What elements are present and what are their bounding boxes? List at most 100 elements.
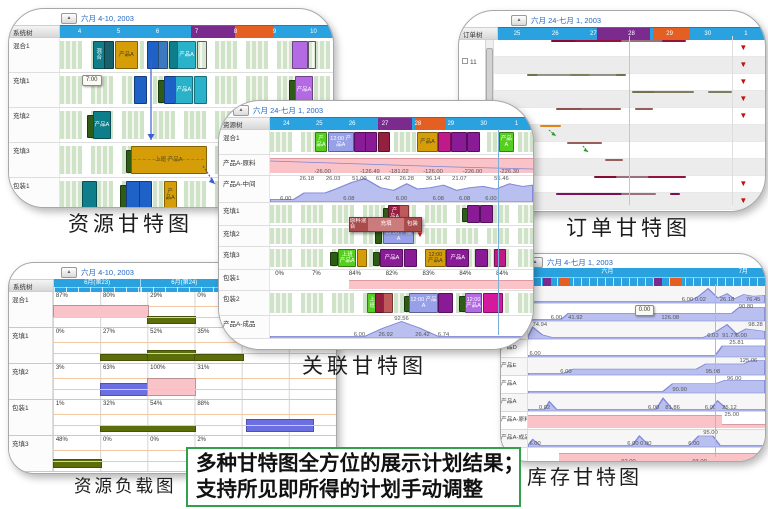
due-date-marker[interactable]: ▼ <box>739 43 748 52</box>
load-grid-lane[interactable]: 1% 32% 54% 88% <box>53 400 336 435</box>
task-bar[interactable] <box>621 193 656 195</box>
task-bar[interactable] <box>438 293 454 313</box>
task-bar[interactable]: 充填 <box>580 108 621 110</box>
time-scale[interactable]: 24 25 26 27 28 29 30 1 <box>270 117 533 130</box>
task-bar[interactable] <box>451 132 467 152</box>
gantt-lane[interactable]: 92.56 6.00 26.92 26.42 6.74 <box>270 316 533 338</box>
task-bar[interactable] <box>364 132 378 152</box>
gantt-lane[interactable]: -26.00 -126.49 -181.02 -126.00 -226.00 -226.3… <box>270 155 533 175</box>
task-bar[interactable]: 混合 <box>540 125 562 127</box>
load-bar[interactable] <box>147 350 197 361</box>
scale-button-icon[interactable]: ▲ <box>233 104 249 116</box>
week-header[interactable]: 6月(第23) <box>54 279 142 292</box>
task-bar[interactable] <box>483 293 504 313</box>
task-bar[interactable] <box>383 293 393 313</box>
task-bar[interactable]: 12:00 产品A <box>425 248 446 268</box>
gantt-lane[interactable]: 产品A 产品A 7:00 <box>60 73 333 107</box>
time-scale[interactable]: 4 5 6 7 8 9 10 <box>60 25 333 38</box>
task-bar[interactable] <box>375 230 383 244</box>
task-bar[interactable] <box>588 74 618 76</box>
task-bar[interactable]: 充填 <box>653 91 694 93</box>
task-bar[interactable] <box>493 248 507 268</box>
load-grid-lane[interactable]: 3% 63% 100% 31% <box>53 364 336 399</box>
inventory-lane[interactable]: 6.00 6.00 0.00 6.00 95.00 <box>528 430 765 447</box>
inventory-lane[interactable]: 25.00 <box>528 412 765 429</box>
dragged-task-preview[interactable]: 原料混合 充填 包装 ▼ <box>348 216 424 238</box>
gantt-lane[interactable]: 产品A原料混合充填包装▼ <box>270 203 533 238</box>
inventory-lane[interactable]: -92.00 -93.00 <box>528 448 765 461</box>
task-bar[interactable] <box>330 251 338 267</box>
inventory-lane[interactable]: 90.90 96.00 <box>528 376 765 393</box>
scale-button-icon[interactable]: ▲ <box>511 14 527 26</box>
inventory-lane[interactable]: 0.02 6.00 81.86 6.00 25.12 <box>528 394 765 411</box>
due-date-marker[interactable]: ▼ <box>739 196 748 205</box>
task-bar[interactable] <box>308 41 316 69</box>
task-bar[interactable]: 充填 <box>648 176 667 178</box>
month-scale[interactable]: 六月 7月 <box>501 268 765 277</box>
load-bar[interactable] <box>194 353 244 361</box>
task-bar[interactable]: 上班 产品A <box>338 248 357 268</box>
gantt-lane[interactable]: 产品A 12:00 产品A 产品A 产品A <box>270 130 533 154</box>
task-bar[interactable] <box>193 76 207 104</box>
task-bar[interactable]: 包装 <box>664 176 686 178</box>
due-date-marker[interactable]: ▼ <box>739 179 748 188</box>
time-scale[interactable]: 25 26 27 28 29 30 1 <box>498 27 765 40</box>
task-bar[interactable] <box>196 41 207 69</box>
gantt-lane[interactable]: 混合 产品A 产品A <box>60 38 333 72</box>
task-bar[interactable]: 包装 <box>708 91 732 93</box>
due-date-marker[interactable]: ▼ <box>739 77 748 86</box>
task-bar[interactable]: 产品A <box>314 132 328 152</box>
load-bar[interactable] <box>100 424 197 433</box>
task-bar[interactable]: 原料混合 <box>556 108 583 110</box>
load-bar[interactable] <box>100 383 150 396</box>
task-bar[interactable] <box>480 204 493 224</box>
inventory-lane[interactable]: 74.94 6.00 91.77 6.00 98.28 <box>528 322 765 339</box>
task-bar[interactable] <box>103 41 114 69</box>
task-bar[interactable] <box>475 248 488 268</box>
scale-button-icon[interactable]: ▲ <box>61 266 77 278</box>
gantt-lane[interactable]: 上班 产品A 产品A 12:00 产品A 产品A <box>270 247 533 269</box>
task-bar[interactable] <box>594 176 618 178</box>
task-bar[interactable]: 原料混合 <box>632 91 656 93</box>
task-bar[interactable]: 12:00 产品A <box>327 132 354 152</box>
order-tree-item[interactable]: 11 <box>462 58 477 66</box>
task-bar[interactable]: 产品A <box>114 41 139 69</box>
task-bar[interactable] <box>438 132 451 152</box>
task-bar[interactable]: 产品A <box>163 181 177 207</box>
task-bar[interactable] <box>467 132 480 152</box>
task-bar[interactable]: 包装 <box>634 108 654 110</box>
task-bar[interactable] <box>81 181 98 207</box>
task-bar[interactable] <box>615 176 651 178</box>
task-bar[interactable]: 产品A <box>498 132 514 152</box>
load-bar[interactable] <box>147 316 197 325</box>
task-bar[interactable] <box>615 74 627 76</box>
inventory-lane[interactable]: 6.00 95.98 125.06 <box>528 358 765 375</box>
scale-button-icon[interactable]: ▲ <box>61 12 77 24</box>
task-bar[interactable] <box>670 193 681 195</box>
due-date-marker[interactable]: ▼ <box>739 111 748 120</box>
week-header[interactable]: 6月(第24) <box>141 279 229 292</box>
task-bar[interactable] <box>292 41 308 69</box>
task-bar[interactable]: 包装 <box>605 159 624 161</box>
task-bar[interactable]: 12:00 产品A <box>464 293 483 313</box>
task-bar[interactable] <box>356 248 367 268</box>
gantt-lane[interactable]: 0% 7% 84% 82% 83% 84% 84% <box>270 270 533 290</box>
task-bar[interactable] <box>133 76 147 104</box>
task-bar[interactable]: 产品A <box>177 41 196 69</box>
task-bar[interactable] <box>621 40 664 42</box>
task-bar[interactable]: 产品A <box>380 248 404 268</box>
load-bar[interactable] <box>100 353 150 361</box>
due-date-marker[interactable]: ▼ <box>739 60 748 69</box>
task-bar[interactable]: 充填 <box>575 40 624 42</box>
task-bar[interactable] <box>158 41 169 69</box>
load-bar[interactable] <box>147 377 197 397</box>
task-bar[interactable] <box>537 74 572 76</box>
task-bar[interactable]: 原料混合 <box>550 40 578 42</box>
gantt-lane[interactable]: 上班 12:00 产品A 12:00 产品A <box>270 291 533 315</box>
task-bar[interactable]: 充填 产品A <box>567 142 602 144</box>
due-date-marker[interactable]: ▼ <box>739 94 748 103</box>
task-bar[interactable]: 产品A <box>174 76 194 104</box>
gantt-lane[interactable]: 26.18 26.03 51.00 61.42 26.28 36.14 21.07 55.46… <box>270 176 533 202</box>
task-bar[interactable]: 充填 <box>580 193 624 195</box>
task-bar[interactable] <box>467 204 480 224</box>
